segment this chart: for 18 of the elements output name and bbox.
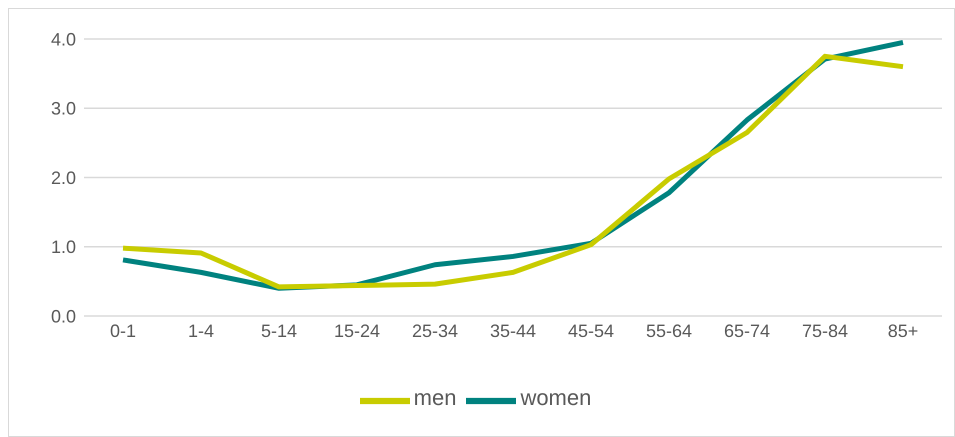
x-tick-label: 15-24 [334,320,380,341]
y-tick-label: 4.0 [50,29,76,50]
legend-label: men [414,385,456,410]
x-tick-label: 35-44 [490,320,536,341]
y-tick-label: 2.0 [50,168,76,188]
x-tick-label: 75-84 [802,320,848,341]
x-tick-label: 45-54 [568,320,614,341]
legend-label: women [520,385,592,410]
x-tick-label: 55-64 [646,320,692,341]
x-tick-label: 65-74 [724,320,770,341]
x-tick-label: 1-4 [188,320,214,341]
x-tick-label: 25-34 [412,320,458,341]
y-tick-label: 1.0 [50,237,76,258]
y-tick-label: 0.0 [50,306,76,326]
y-tick-label: 3.0 [50,98,76,119]
x-tick-label: 5-14 [260,320,298,341]
x-tick-label: 85+ [888,320,918,341]
x-tick-label: 0-1 [110,320,136,341]
